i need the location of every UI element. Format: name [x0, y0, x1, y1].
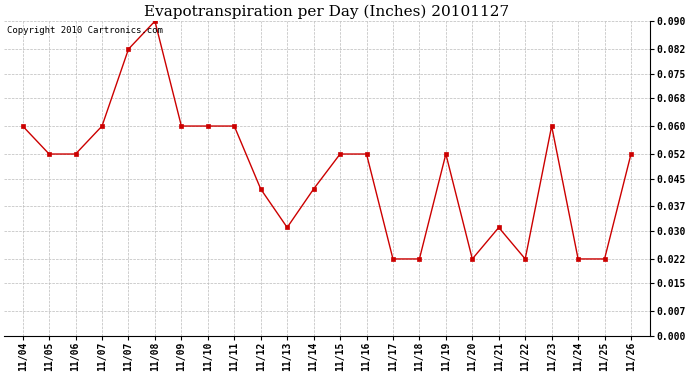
Title: Evapotranspiration per Day (Inches) 20101127: Evapotranspiration per Day (Inches) 2010… — [144, 4, 509, 18]
Text: Copyright 2010 Cartronics.com: Copyright 2010 Cartronics.com — [8, 26, 164, 35]
